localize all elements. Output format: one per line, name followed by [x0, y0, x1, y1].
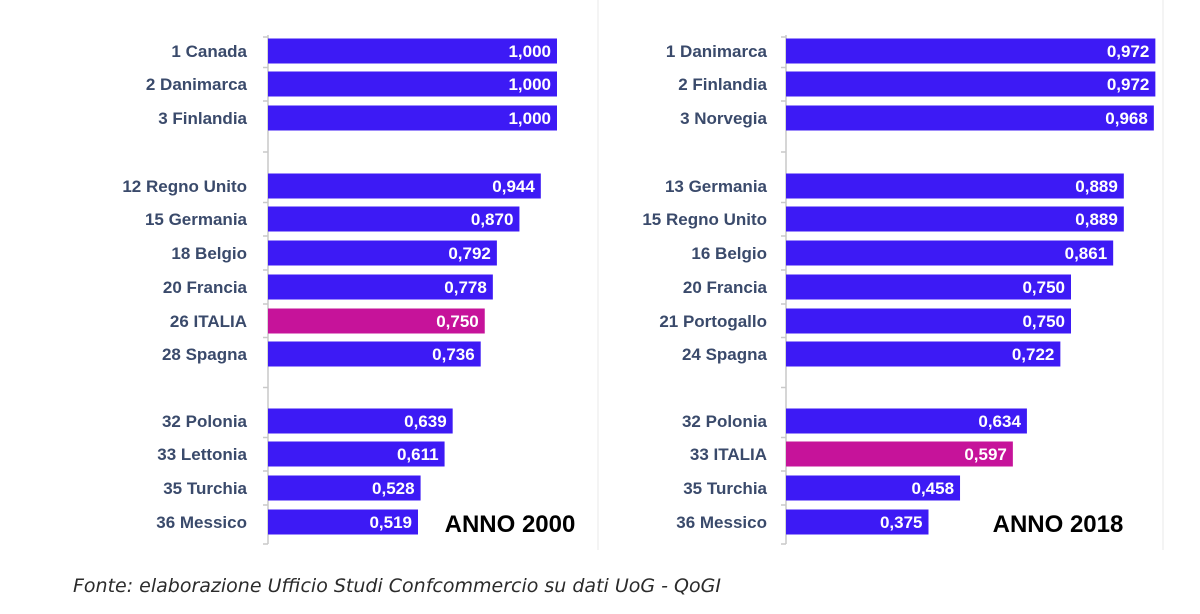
- category-tick-label: 1 Canada: [171, 42, 247, 61]
- category-tick-label: 15 Germania: [145, 210, 248, 229]
- bar: [786, 240, 1114, 266]
- category-tick-label: 28 Spagna: [162, 345, 248, 364]
- category-tick-label: 26 ITALIA: [170, 312, 247, 331]
- data-label: 0,944: [492, 177, 535, 196]
- bar: [786, 105, 1154, 131]
- bar: [268, 441, 445, 467]
- bar: [786, 71, 1156, 97]
- category-tick-label: 15 Regno Unito: [642, 210, 767, 229]
- bar: [268, 206, 520, 232]
- category-tick-label: 3 Norvegia: [680, 109, 767, 128]
- data-label: 0,889: [1075, 210, 1118, 229]
- chart-panel-anno-2018: 0,972 1 Danimarca 0,972 2 Finlandia 0,968 3 N…: [642, 0, 1164, 550]
- data-label: 0,597: [964, 445, 1007, 464]
- category-tick-label: 24 Spagna: [682, 345, 768, 364]
- data-label: 0,736: [432, 345, 475, 364]
- category-tick-label: 32 Polonia: [682, 412, 768, 431]
- category-tick-label: 2 Finlandia: [678, 75, 767, 94]
- data-label: 0,889: [1075, 177, 1118, 196]
- bar: [786, 38, 1156, 64]
- bar: [268, 509, 418, 535]
- category-tick-label: 20 Francia: [683, 278, 768, 297]
- bar: [268, 173, 541, 199]
- data-label: 0,972: [1107, 42, 1150, 61]
- category-tick-label: 35 Turchia: [683, 479, 767, 498]
- bar: [268, 71, 557, 97]
- bar: [786, 441, 1013, 467]
- chart-title: ANNO 2018: [993, 511, 1124, 538]
- bar: [786, 173, 1124, 199]
- data-label: 0,778: [444, 278, 487, 297]
- data-label: 1,000: [508, 109, 551, 128]
- category-tick-label: 33 ITALIA: [690, 445, 767, 464]
- bar: [786, 308, 1071, 334]
- bar: [268, 475, 421, 501]
- category-tick-label: 32 Polonia: [162, 412, 248, 431]
- source-note: Fonte: elaborazione Ufficio Studi Confco…: [73, 575, 721, 597]
- bar: [786, 341, 1061, 367]
- data-label: 0,634: [978, 412, 1021, 431]
- category-tick-label: 1 Danimarca: [666, 42, 768, 61]
- bar: [786, 509, 929, 535]
- data-label: 0,639: [404, 412, 447, 431]
- category-tick-label: 18 Belgio: [171, 244, 247, 263]
- data-label: 0,972: [1107, 75, 1150, 94]
- category-tick-label: 2 Danimarca: [146, 75, 248, 94]
- data-label: 0,968: [1105, 109, 1148, 128]
- chart-panel-anno-2000: 1,000 1 Canada 1,000 2 Danimarca 1,000 3 Finl…: [122, 0, 599, 550]
- chart-title: ANNO 2000: [445, 511, 576, 538]
- data-label: 0,458: [911, 479, 954, 498]
- category-tick-label: 12 Regno Unito: [122, 177, 247, 196]
- data-label: 0,722: [1012, 345, 1055, 364]
- category-tick-label: 36 Messico: [156, 513, 247, 532]
- category-tick-label: 33 Lettonia: [157, 445, 247, 464]
- data-label: 0,519: [369, 513, 412, 532]
- bar: [268, 38, 557, 64]
- data-label: 1,000: [508, 75, 551, 94]
- bar: [268, 240, 497, 266]
- data-label: 0,870: [471, 210, 514, 229]
- data-label: 0,528: [372, 479, 415, 498]
- bar: [268, 308, 485, 334]
- bar: [268, 274, 493, 300]
- bar: [268, 105, 557, 131]
- bar: [786, 408, 1027, 434]
- data-label: 0,375: [880, 513, 923, 532]
- category-tick-label: 20 Francia: [163, 278, 248, 297]
- category-tick-label: 36 Messico: [676, 513, 767, 532]
- data-label: 0,792: [448, 244, 491, 263]
- category-tick-label: 3 Finlandia: [158, 109, 247, 128]
- bar: [786, 475, 961, 501]
- data-label: 0,750: [1022, 312, 1065, 331]
- data-label: 0,611: [397, 445, 439, 464]
- data-label: 1,000: [508, 42, 551, 61]
- data-label: 0,750: [436, 312, 479, 331]
- category-tick-label: 21 Portogallo: [659, 312, 767, 331]
- bar: [268, 341, 481, 367]
- category-tick-label: 13 Germania: [665, 177, 768, 196]
- bar: [786, 206, 1124, 232]
- category-tick-label: 16 Belgio: [691, 244, 767, 263]
- data-label: 0,861: [1065, 244, 1108, 263]
- bar: [786, 274, 1071, 300]
- category-tick-label: 35 Turchia: [163, 479, 247, 498]
- data-label: 0,750: [1022, 278, 1065, 297]
- bar: [268, 408, 453, 434]
